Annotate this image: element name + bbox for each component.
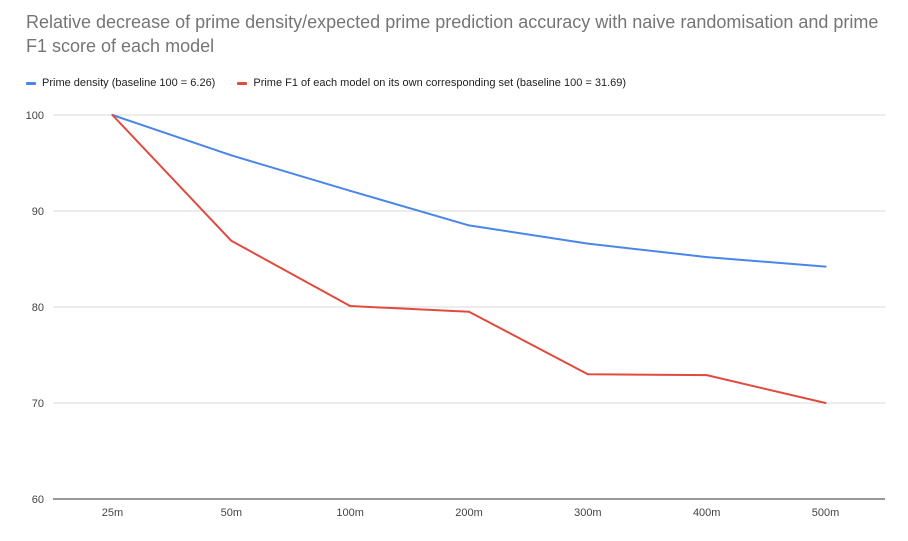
y-axis-ticks: 60 70 80 90 100 [26, 110, 44, 506]
series-lines [111, 114, 827, 404]
data-point-prime-density-400m [705, 256, 708, 259]
data-point-prime-density-100m [349, 189, 352, 192]
x-tick-label-25m: 25m [102, 507, 123, 519]
data-point-prime-f1-100m [349, 305, 352, 308]
x-tick-label-300m: 300m [574, 507, 602, 519]
legend-item-prime-f1[interactable]: Prime F1 of each model on its own corres… [237, 77, 626, 89]
data-point-prime-f1-400m [705, 374, 708, 377]
x-tick-label-50m: 50m [221, 507, 242, 519]
data-point-prime-density-200m [468, 224, 470, 227]
data-point-prime-density-300m [586, 242, 589, 245]
data-point-prime-f1-500m [824, 402, 827, 404]
data-point-prime-density-50m [230, 154, 233, 157]
legend: Prime density (baseline 100 = 6.26) Prim… [26, 76, 648, 90]
gridlines [53, 114, 885, 500]
legend-label-prime-f1: Prime F1 of each model on its own corres… [253, 77, 627, 89]
y-tick-label-90: 90 [32, 206, 44, 218]
data-point-prime-density-500m [824, 265, 827, 268]
legend-swatch-prime-f1 [237, 81, 248, 85]
data-point-prime-f1-50m [230, 239, 233, 242]
data-point-prime-f1-300m [586, 373, 589, 376]
y-tick-label-60: 60 [32, 494, 44, 506]
legend-label-prime-density: Prime density (baseline 100 = 6.26) [42, 77, 216, 89]
y-tick-label-100: 100 [26, 110, 44, 122]
y-tick-label-80: 80 [32, 302, 44, 314]
x-tick-label-100m: 100m [336, 507, 364, 519]
series-line-prime-density [112, 114, 826, 268]
x-tick-label-200m: 200m [455, 507, 483, 519]
x-tick-label-500m: 500m [812, 507, 840, 519]
legend-item-prime-density[interactable]: Prime density (baseline 100 = 6.26) [26, 77, 215, 89]
data-point-prime-f1-25m [111, 114, 114, 116]
x-tick-label-400m: 400m [693, 507, 721, 519]
legend-swatch-prime-density [26, 81, 36, 85]
data-point-prime-f1-200m [468, 310, 470, 313]
x-axis-ticks: 25m 50m 100m 200m 300m 400m 500m [102, 507, 840, 519]
y-tick-label-70: 70 [32, 398, 44, 410]
chart-title: Relative decrease of prime density/expec… [26, 12, 879, 56]
